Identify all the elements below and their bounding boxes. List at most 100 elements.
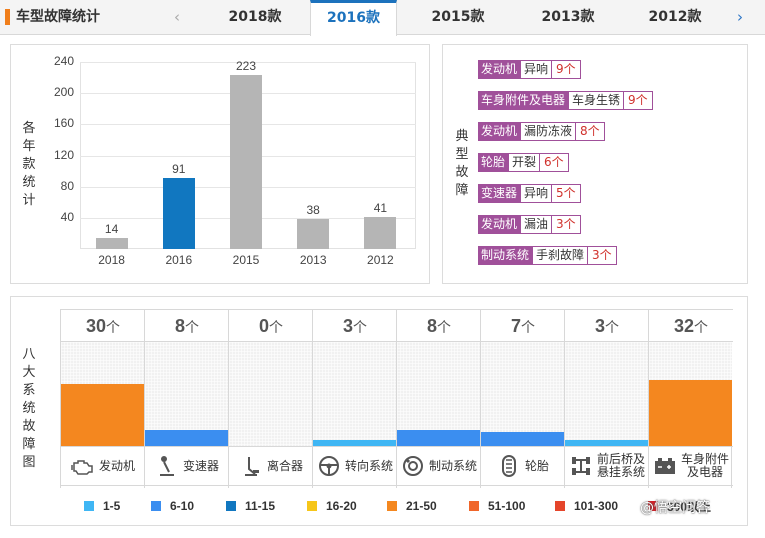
chart-bar-2015[interactable] <box>230 75 262 249</box>
fault-tag[interactable]: 发动机 漏防冻液 8个 <box>478 122 605 141</box>
fault-tag[interactable]: 轮胎 开裂 6个 <box>478 153 569 172</box>
system-bar[interactable] <box>145 429 228 446</box>
count-unit: 个 <box>269 320 283 336</box>
system-label[interactable]: 离合器 <box>229 446 313 486</box>
count-unit: 个 <box>437 320 451 336</box>
fault-category: 制动系统 <box>478 246 533 265</box>
system-bar[interactable] <box>649 380 732 446</box>
legend-label: 6-10 <box>170 499 195 513</box>
system-count: 3个 <box>565 309 649 342</box>
tab-2018[interactable]: 2018款 <box>228 9 282 25</box>
legend-swatch <box>555 501 565 511</box>
tire-icon <box>497 455 521 477</box>
system-count: 0个 <box>229 309 313 342</box>
brake-disc-icon <box>401 455 425 477</box>
fault-tag[interactable]: 发动机 漏油 3个 <box>478 215 581 234</box>
system-name: 轮胎 <box>524 458 549 473</box>
chart-bar-2012[interactable] <box>364 217 397 249</box>
legend-item: 21-50 <box>387 499 437 513</box>
next-arrow-icon[interactable]: › <box>737 8 743 26</box>
legend-label: 51-100 <box>488 499 526 513</box>
prev-arrow-icon[interactable]: ‹ <box>174 8 180 26</box>
count-unit: 个 <box>521 320 535 336</box>
system-bar-area <box>61 342 144 446</box>
system-column: 3个前后桥及 悬挂系统 <box>564 309 649 488</box>
engine-icon <box>71 455 95 477</box>
system-bar[interactable] <box>397 429 480 446</box>
chart-bar-2016[interactable] <box>162 178 195 249</box>
data-label: 38 <box>306 203 320 218</box>
x-tick-label: 2013 <box>299 253 327 267</box>
title-accent-bar <box>5 9 10 25</box>
chart-bar-2018[interactable] <box>95 238 128 249</box>
legend-swatch <box>469 501 479 511</box>
legend-swatch <box>226 501 236 511</box>
y-tick-label: 40 <box>60 209 74 224</box>
y-tick-label: 160 <box>53 116 74 131</box>
legend-swatch <box>84 501 94 511</box>
system-label[interactable]: 变速器 <box>145 446 229 486</box>
system-name: 转向系统 <box>344 458 393 473</box>
system-label[interactable]: 轮胎 <box>481 446 565 486</box>
system-bar[interactable] <box>481 431 564 446</box>
system-name: 发动机 <box>98 458 135 473</box>
count-value: 0 <box>258 316 269 336</box>
fault-tag[interactable]: 制动系统 手刹故障 3个 <box>478 246 617 265</box>
system-label[interactable]: 转向系统 <box>313 446 397 486</box>
system-column: 0个离合器 <box>228 309 313 488</box>
data-label: 14 <box>104 222 119 237</box>
fault-count: 9个 <box>624 91 653 110</box>
system-name: 离合器 <box>266 458 303 473</box>
fault-count: 6个 <box>540 153 569 172</box>
system-bar-area <box>145 342 228 446</box>
system-bar[interactable] <box>61 384 144 446</box>
system-column: 3个 转向系统 <box>312 309 397 488</box>
system-bar[interactable] <box>313 439 396 446</box>
system-bar-area <box>565 342 648 446</box>
fault-tag[interactable]: 变速器 异响 5个 <box>478 184 581 203</box>
legend-label: 21-50 <box>406 499 437 513</box>
legend-swatch <box>307 501 317 511</box>
fault-count: 3个 <box>588 246 617 265</box>
data-label: 41 <box>373 201 388 216</box>
system-label[interactable]: 前后桥及 悬挂系统 <box>565 446 649 486</box>
legend-item: 6-10 <box>151 499 194 513</box>
x-tick-label: 2012 <box>367 253 394 267</box>
gear-shift-icon <box>155 455 179 477</box>
fault-tag[interactable]: 发动机 异响 9个 <box>478 60 581 79</box>
tab-2016[interactable]: 2016款 <box>310 0 397 36</box>
system-bar-area <box>481 342 564 446</box>
x-tick-label: 2016 <box>165 253 193 267</box>
count-unit: 个 <box>185 320 199 336</box>
system-label[interactable]: 车身附件 及电器 <box>649 446 733 486</box>
count-value: 8 <box>174 316 185 336</box>
system-count: 8个 <box>145 309 229 342</box>
system-count: 8个 <box>397 309 481 342</box>
axle-icon <box>569 455 593 477</box>
system-count: 30个 <box>61 309 145 342</box>
fault-tag[interactable]: 车身附件及电器 车身生锈 9个 <box>478 91 653 110</box>
battery-icon <box>653 455 677 477</box>
fault-category: 发动机 <box>478 122 521 141</box>
chart-bar-2013[interactable] <box>297 219 330 249</box>
fault-category: 轮胎 <box>478 153 509 172</box>
fault-category: 车身附件及电器 <box>478 91 569 110</box>
system-column: 8个变速器 <box>144 309 229 488</box>
fault-category: 发动机 <box>478 215 521 234</box>
count-unit: 个 <box>106 320 121 336</box>
tab-2013[interactable]: 2013款 <box>541 9 595 25</box>
count-value: 30 <box>85 316 107 336</box>
count-value: 3 <box>342 316 353 336</box>
legend-item: 11-15 <box>226 499 275 513</box>
system-label[interactable]: 发动机 <box>61 446 145 486</box>
system-bar-area <box>313 342 396 446</box>
system-bar[interactable] <box>565 439 648 446</box>
tab-2012[interactable]: 2012款 <box>648 9 702 25</box>
system-name: 变速器 <box>182 458 219 473</box>
legend-label: 1-5 <box>103 499 121 513</box>
tab-2015[interactable]: 2015款 <box>431 9 485 25</box>
system-label[interactable]: 制动系统 <box>397 446 481 486</box>
steering-wheel-icon <box>317 455 341 477</box>
clutch-pedal-icon <box>239 455 263 477</box>
x-tick-label: 2018 <box>98 253 125 267</box>
